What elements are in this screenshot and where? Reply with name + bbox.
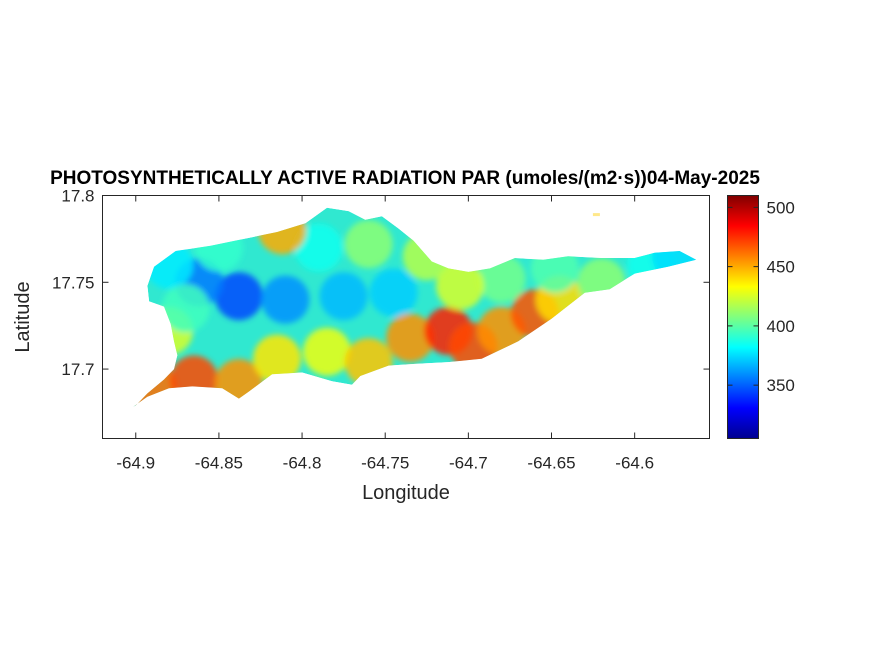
heat-cell bbox=[436, 261, 484, 310]
x-tick-label: -64.6 bbox=[615, 454, 654, 473]
x-tick-label: -64.85 bbox=[195, 454, 243, 473]
x-tick-label: -64.7 bbox=[449, 454, 488, 473]
islet bbox=[592, 213, 600, 217]
colorbar: 350 400 450 500 bbox=[727, 195, 795, 439]
y-axis-label: Latitude bbox=[12, 281, 34, 352]
heat-cell bbox=[294, 223, 343, 272]
heat-cell bbox=[161, 284, 210, 333]
colorbar-tick-label: 350 bbox=[767, 376, 795, 395]
heat-cell bbox=[386, 313, 435, 362]
y-tick-label: 17.8 bbox=[61, 187, 94, 206]
heat-cell bbox=[253, 334, 302, 383]
heat-cell bbox=[214, 272, 263, 321]
heat-cell bbox=[319, 272, 368, 321]
plot-area: -64.9 -64.85 -64.8 -64.75 -64.7 -64.65 -64.6 1… bbox=[52, 187, 710, 473]
colorbar-tick-label: 450 bbox=[767, 258, 795, 277]
chart-title: PHOTOSYNTHETICALLY ACTIVE RADIATION PAR … bbox=[50, 168, 760, 189]
y-tick-label: 17.75 bbox=[52, 273, 95, 292]
x-tick-label: -64.65 bbox=[527, 454, 575, 473]
y-tick-label: 17.7 bbox=[61, 360, 94, 379]
colorbar-tick-label: 500 bbox=[767, 198, 795, 217]
colorbar-ticks: 350 400 450 500 bbox=[727, 198, 795, 395]
heat-cell bbox=[261, 275, 310, 324]
colorbar-tick-label: 400 bbox=[767, 317, 795, 336]
x-tick-label: -64.8 bbox=[283, 454, 322, 473]
colorbar-gradient bbox=[727, 195, 759, 439]
x-axis-label: Longitude bbox=[362, 482, 450, 504]
x-axis: -64.9 -64.85 -64.8 -64.75 -64.7 -64.65 -64.6 bbox=[116, 195, 654, 473]
y-axis: 17.7 17.75 17.8 bbox=[52, 187, 710, 379]
x-tick-label: -64.9 bbox=[116, 454, 155, 473]
heat-cell bbox=[344, 220, 393, 269]
heat-cell bbox=[303, 327, 351, 376]
x-tick-label: -64.75 bbox=[361, 454, 409, 473]
heat-cell bbox=[369, 268, 418, 317]
